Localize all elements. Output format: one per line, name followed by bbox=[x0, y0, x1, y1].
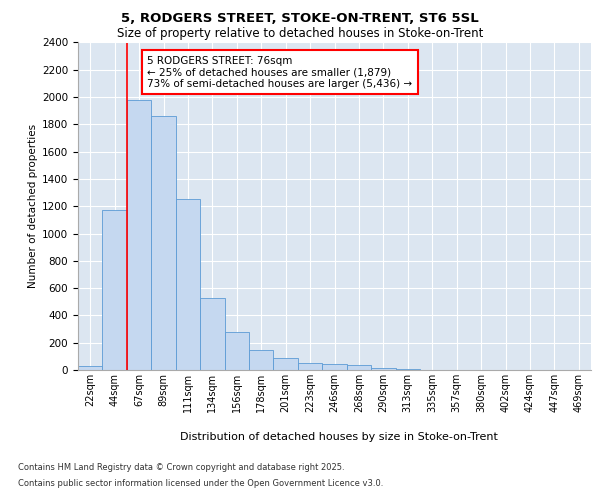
Bar bbox=[200, 298, 224, 370]
Text: 5 RODGERS STREET: 76sqm
← 25% of detached houses are smaller (1,879)
73% of semi: 5 RODGERS STREET: 76sqm ← 25% of detache… bbox=[147, 56, 412, 89]
Bar bbox=[103, 210, 127, 370]
Text: 5, RODGERS STREET, STOKE-ON-TRENT, ST6 5SL: 5, RODGERS STREET, STOKE-ON-TRENT, ST6 5… bbox=[121, 12, 479, 26]
Bar bbox=[298, 363, 322, 370]
Bar bbox=[322, 364, 347, 370]
Bar bbox=[371, 368, 395, 370]
Text: Size of property relative to detached houses in Stoke-on-Trent: Size of property relative to detached ho… bbox=[117, 28, 483, 40]
Bar bbox=[78, 366, 103, 370]
Text: Contains public sector information licensed under the Open Government Licence v3: Contains public sector information licen… bbox=[18, 478, 383, 488]
Bar bbox=[127, 100, 151, 370]
Text: Contains HM Land Registry data © Crown copyright and database right 2025.: Contains HM Land Registry data © Crown c… bbox=[18, 464, 344, 472]
Bar bbox=[347, 365, 371, 370]
Bar bbox=[151, 116, 176, 370]
Y-axis label: Number of detached properties: Number of detached properties bbox=[28, 124, 38, 288]
Bar bbox=[224, 332, 249, 370]
Bar bbox=[176, 200, 200, 370]
Bar bbox=[249, 350, 274, 370]
Bar bbox=[274, 358, 298, 370]
Text: Distribution of detached houses by size in Stoke-on-Trent: Distribution of detached houses by size … bbox=[180, 432, 498, 442]
